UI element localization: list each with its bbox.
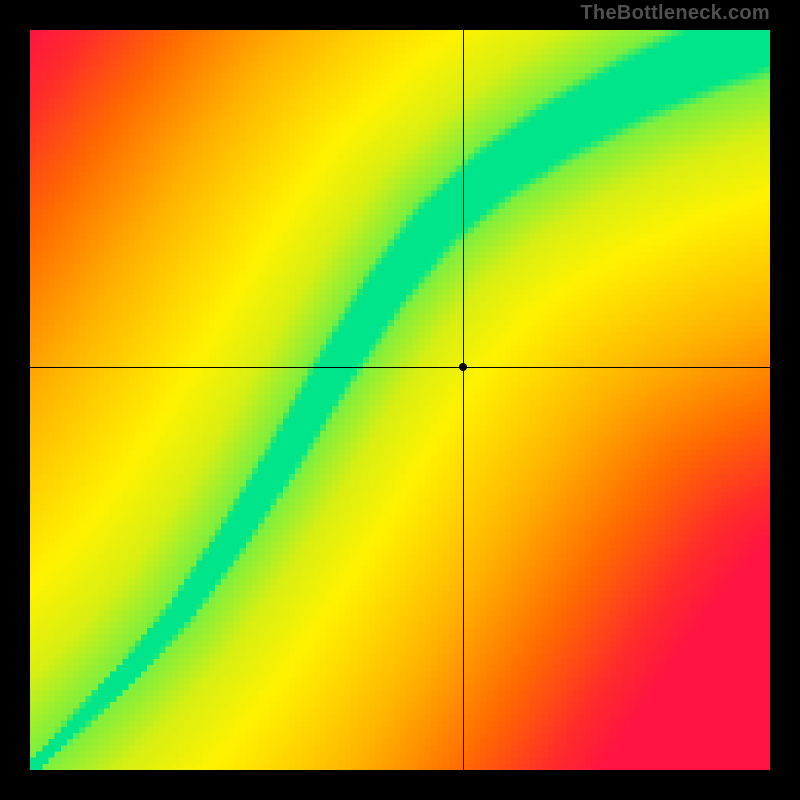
crosshair-horizontal xyxy=(30,367,770,368)
crosshair-marker xyxy=(459,363,467,371)
crosshair-vertical xyxy=(463,30,464,770)
plot-area xyxy=(30,30,770,770)
watermark-text: TheBottleneck.com xyxy=(580,2,770,25)
heatmap-canvas xyxy=(30,30,770,770)
chart-container: { "watermark": "TheBottleneck.com", "cha… xyxy=(0,0,800,800)
